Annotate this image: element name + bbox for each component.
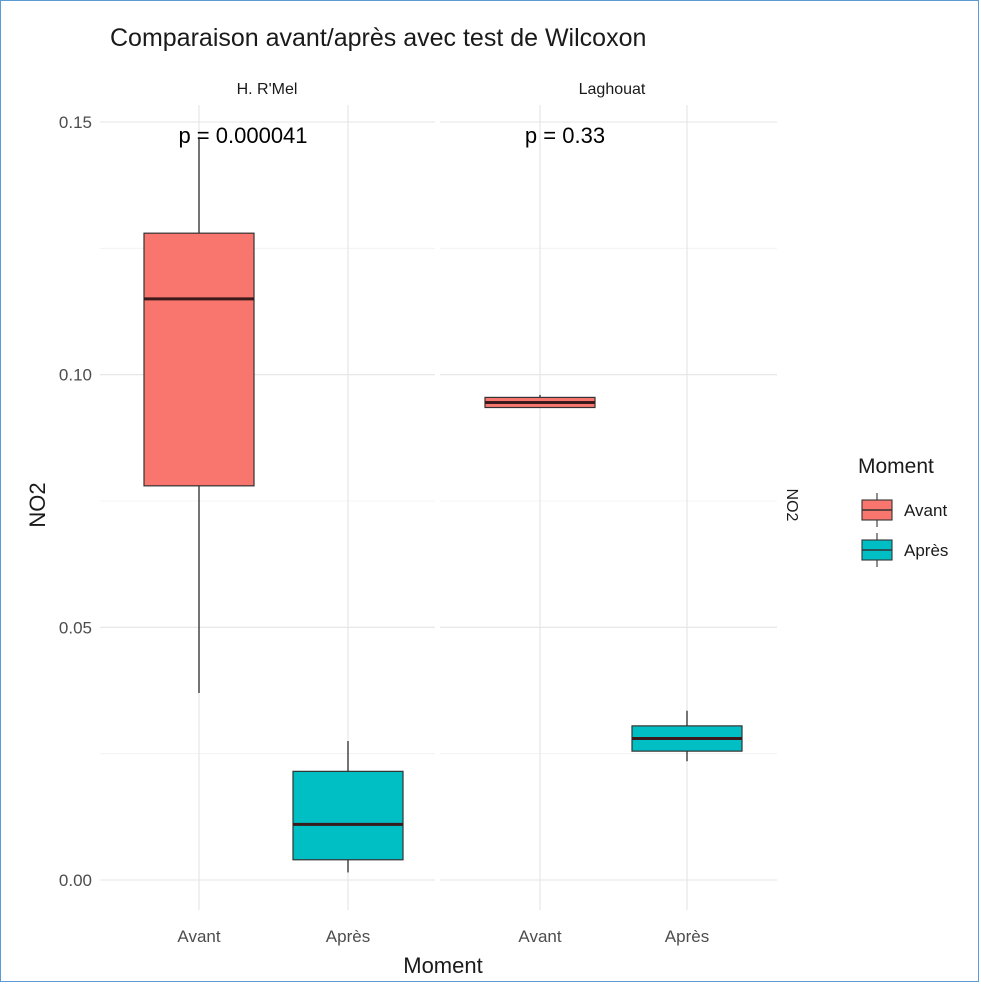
box-avant <box>484 394 596 409</box>
panel-2-background <box>440 105 777 910</box>
box-iqr <box>292 770 404 861</box>
panel-1-boxes <box>143 137 404 873</box>
x-tick-label: Après <box>326 927 370 946</box>
box-apres <box>292 741 404 873</box>
box-apres <box>631 710 743 762</box>
box-avant <box>143 137 255 694</box>
legend-entries: Avant Après <box>861 493 948 567</box>
panel-1-p-value: p = 0.000041 <box>178 123 307 148</box>
x-axis-title: Moment <box>403 953 482 978</box>
y-axis-ticks: 0.00 0.05 0.10 0.15 <box>59 113 92 890</box>
secondary-y-axis-title: NO2 <box>783 489 800 522</box>
legend-label: Avant <box>904 501 947 520</box>
y-tick-label: 0.05 <box>59 618 92 637</box>
panel-2: Laghouat p = 0.33 <box>440 81 777 910</box>
chart-title: Comparaison avant/après avec test de Wil… <box>110 24 646 52</box>
legend-label: Après <box>904 541 948 560</box>
y-axis-title: NO2 <box>25 482 50 527</box>
legend: Moment Avant Après <box>858 455 948 567</box>
x-tick-label: Avant <box>177 927 220 946</box>
panel-2-p-value: p = 0.33 <box>525 123 605 148</box>
legend-entry-2: Après <box>861 533 948 567</box>
legend-entry-1: Avant <box>861 493 947 527</box>
panel-2-boxes <box>484 394 743 762</box>
box-iqr <box>143 232 255 487</box>
panel-1-strip-label: H. R'Mel <box>237 81 298 98</box>
x-tick-label: Avant <box>518 927 561 946</box>
x-axis-ticks: Avant Après Avant Après <box>177 927 709 946</box>
legend-title: Moment <box>858 455 934 478</box>
y-tick-label: 0.10 <box>59 366 92 385</box>
x-tick-label: Après <box>665 927 709 946</box>
panel-2-grid <box>440 105 777 910</box>
y-tick-label: 0.15 <box>59 113 92 132</box>
y-tick-label: 0.00 <box>59 871 92 890</box>
panel-1: H. R'Mel p = 0.000041 <box>100 81 435 910</box>
panel-2-strip-label: Laghouat <box>579 81 646 98</box>
